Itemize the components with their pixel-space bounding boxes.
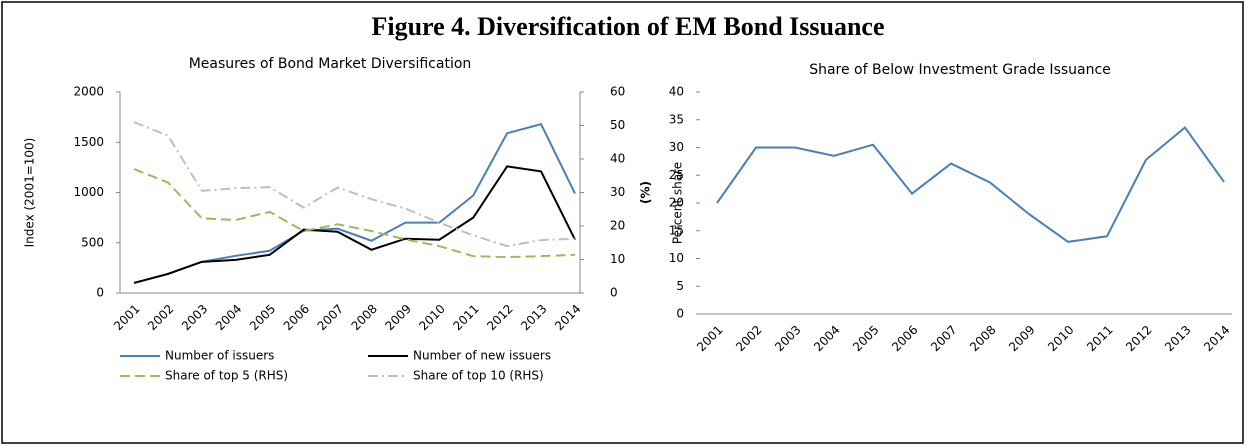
x-tick-label: 2008 [967,323,998,354]
x-tick-label: 2003 [179,302,210,333]
series-line [133,168,576,259]
x-tick-label: 2003 [772,323,803,354]
y-tick-label: 35 [669,112,684,126]
x-tick-label: 2005 [247,302,278,333]
x-tick-label: 2009 [1006,323,1037,354]
x-tick-label: 2007 [928,323,959,354]
x-tick-label: 2010 [1045,323,1076,354]
y-tick-label: 5 [676,279,684,293]
x-tick-label: 2008 [349,302,380,333]
legend-label: Number of new issuers [413,349,551,363]
x-tick-label: 2011 [450,302,481,333]
x-tick-label: 2013 [1162,323,1193,354]
y-tick-label: 15 [669,223,684,237]
x-tick-label: 2004 [811,323,842,354]
y-tick-label: 10 [669,251,684,265]
y2-tick-label: 50 [610,118,625,132]
legend-label: Share of top 10 (RHS) [413,369,544,383]
y2-tick-label: 20 [610,219,625,233]
y-axis-label: Index (2001=100) [23,138,37,248]
x-tick-label: 2001 [694,323,725,354]
x-tick-label: 2006 [889,323,920,354]
y-tick-label: 1000 [73,185,104,199]
legend-label: Share of top 5 (RHS) [165,369,288,383]
x-tick-label: 2014 [552,302,583,333]
x-tick-label: 2001 [111,302,142,333]
y-tick-label: 20 [669,196,684,210]
series-line [716,126,1225,243]
y-tick-label: 40 [669,85,684,99]
x-tick-label: 2009 [382,302,413,333]
chart-title: Measures of Bond Market Diversification [189,56,472,72]
y-axis-label: Percent share [671,162,685,244]
y-tick-label: 2000 [73,85,104,99]
y2-tick-label: 10 [610,252,625,266]
y2-tick-label: 0 [610,286,618,300]
y-tick-label: 0 [96,286,104,300]
x-tick-label: 2006 [281,302,312,333]
y-tick-label: 0 [676,307,684,321]
x-tick-label: 2004 [213,302,244,333]
y-tick-label: 30 [669,140,684,154]
y2-tick-label: 40 [610,152,625,166]
x-tick-label: 2005 [850,323,881,354]
x-tick-label: 2007 [315,302,346,333]
x-tick-label: 2012 [484,302,515,333]
series-line [133,122,576,284]
y-tick-label: 25 [669,168,684,182]
x-tick-label: 2011 [1084,323,1115,354]
y-tick-label: 500 [81,235,104,249]
chart-title: Share of Below Investment Grade Issuance [809,62,1111,78]
y2-tick-label: 30 [610,185,625,199]
x-tick-label: 2012 [1123,323,1154,354]
y2-tick-label: 60 [610,85,625,99]
legend-label: Number of issuers [165,349,274,363]
x-tick-label: 2002 [733,323,764,354]
x-tick-label: 2013 [518,302,549,333]
series-line [133,165,576,284]
x-tick-label: 2002 [145,302,176,333]
series-line [133,121,576,248]
figure-title: Figure 4. Diversification of EM Bond Iss… [371,12,884,41]
y-tick-label: 1500 [73,135,104,149]
x-tick-label: 2010 [416,302,447,333]
y2-axis-label: (%) [639,181,653,204]
x-tick-label: 2014 [1201,323,1232,354]
